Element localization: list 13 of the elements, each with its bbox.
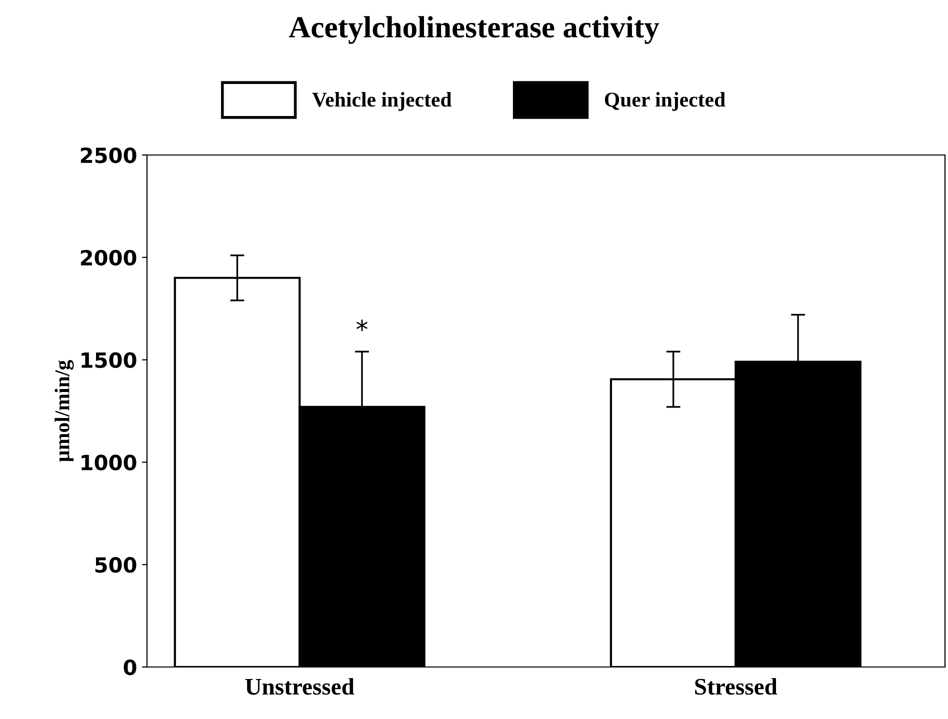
legend-label: Quer injected: [604, 92, 726, 111]
y-tick-label: 0: [124, 659, 136, 676]
y-axis-title: µmol/min/g: [54, 360, 74, 462]
legend-label: Vehicle injected: [312, 92, 452, 111]
annotation: *: [356, 320, 368, 332]
x-tick-label: Stressed: [695, 678, 778, 695]
x-tick-label: Unstressed: [245, 678, 354, 695]
y-tick-label: 2000: [80, 250, 136, 266]
y-tick-label: 2500: [80, 147, 136, 164]
chart-title: Acetylcholinesterase activity: [288, 16, 660, 44]
y-tick-label: 500: [95, 557, 136, 573]
y-tick-label: 1500: [82, 352, 136, 368]
y-tick-label: 1000: [82, 454, 136, 470]
